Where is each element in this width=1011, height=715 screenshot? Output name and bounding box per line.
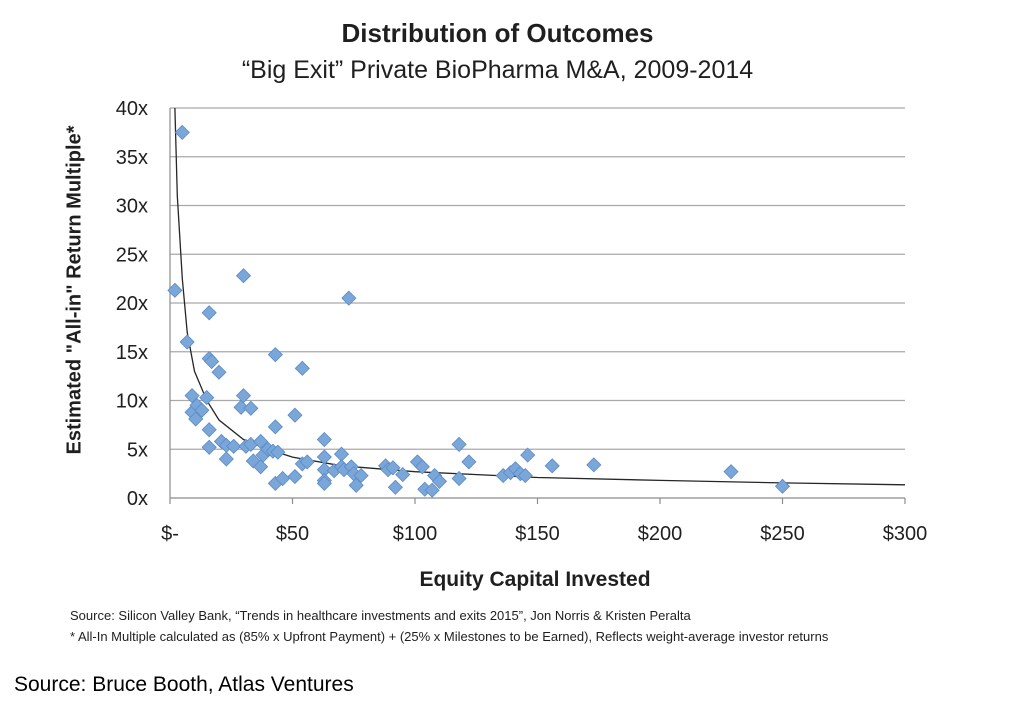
data-point xyxy=(353,468,369,484)
data-points xyxy=(167,124,791,498)
x-tick-label: $200 xyxy=(638,523,683,545)
data-point xyxy=(199,390,215,406)
data-point xyxy=(167,282,183,298)
trendline xyxy=(174,107,906,486)
x-tick-label: $250 xyxy=(760,523,805,545)
y-tick-label: 40x xyxy=(116,98,148,120)
data-point xyxy=(184,388,200,404)
data-point xyxy=(316,431,332,448)
footnote: * All-In Multiple calculated as (85% x U… xyxy=(70,629,829,644)
data-point xyxy=(201,439,217,455)
chart-subtitle: “Big Exit” Private BioPharma M&A, 2009-2… xyxy=(241,56,754,84)
y-tick-label: 15x xyxy=(116,342,148,364)
data-point xyxy=(204,353,220,370)
data-point xyxy=(287,468,303,485)
data-point xyxy=(723,464,739,480)
data-point xyxy=(179,334,195,350)
y-tick-label: 30x xyxy=(116,196,148,218)
data-point xyxy=(267,419,283,435)
data-point xyxy=(201,422,217,438)
y-tick-label: 10x xyxy=(116,391,148,413)
data-point xyxy=(211,364,227,380)
x-axis-title: Equity Capital Invested xyxy=(419,568,651,591)
y-axis-title: Estimated "All-in" Return Multiple* xyxy=(63,125,86,455)
data-point xyxy=(451,470,467,487)
data-point xyxy=(387,479,403,495)
gridlines xyxy=(170,107,905,450)
data-point xyxy=(395,467,411,483)
data-point xyxy=(299,454,315,470)
data-point xyxy=(253,459,269,475)
y-tick-label: 35x xyxy=(116,147,148,169)
data-point xyxy=(348,477,364,493)
y-tick-labels: 0x 5x 10x 15x 20x 25x 30x 35x 40x xyxy=(116,98,148,510)
trendline-layer xyxy=(174,107,906,486)
data-point xyxy=(451,436,467,452)
data-point xyxy=(544,458,560,474)
scatter-chart-figure: Distribution of Outcomes “Big Exit” Priv… xyxy=(63,18,928,644)
data-point xyxy=(517,468,533,484)
x-tick-label: $100 xyxy=(393,523,438,545)
data-point xyxy=(267,347,283,363)
data-point xyxy=(243,400,259,416)
y-tick-label: 25x xyxy=(116,244,148,266)
x-tick-label: $50 xyxy=(276,523,309,545)
chart-title: Distribution of Outcomes xyxy=(341,18,654,48)
data-point xyxy=(188,411,204,427)
data-point xyxy=(201,305,217,321)
data-point xyxy=(424,482,440,498)
data-point xyxy=(270,444,286,460)
data-point xyxy=(253,433,269,450)
data-point xyxy=(287,407,303,423)
data-point xyxy=(461,454,477,470)
data-point xyxy=(174,124,190,140)
y-tick-label: 0x xyxy=(127,488,148,510)
image-credit: Source: Bruce Booth, Atlas Ventures xyxy=(14,673,354,696)
data-point xyxy=(414,459,430,475)
data-point xyxy=(341,290,357,306)
data-point xyxy=(275,470,291,487)
x-tick-label: $- xyxy=(161,523,179,545)
source-note: Source: Silicon Valley Bank, “Trends in … xyxy=(70,608,691,623)
data-point xyxy=(520,447,536,463)
data-point xyxy=(431,473,448,489)
data-point xyxy=(294,360,310,376)
y-tick-label: 5x xyxy=(127,439,148,461)
x-tick-labels: $- $50 $100 $150 $200 $250 $300 xyxy=(161,523,927,545)
data-point xyxy=(235,268,252,284)
x-tick-label: $300 xyxy=(883,523,928,545)
axes xyxy=(169,108,906,504)
data-point xyxy=(316,475,332,491)
data-point xyxy=(233,399,249,415)
data-point xyxy=(235,388,252,404)
x-tick-label: $150 xyxy=(515,523,560,545)
data-point xyxy=(226,438,242,454)
y-tick-label: 20x xyxy=(116,293,148,315)
data-point xyxy=(586,457,602,473)
data-point xyxy=(218,451,234,467)
data-point xyxy=(194,402,210,418)
data-point xyxy=(385,460,401,476)
data-point xyxy=(774,478,791,494)
